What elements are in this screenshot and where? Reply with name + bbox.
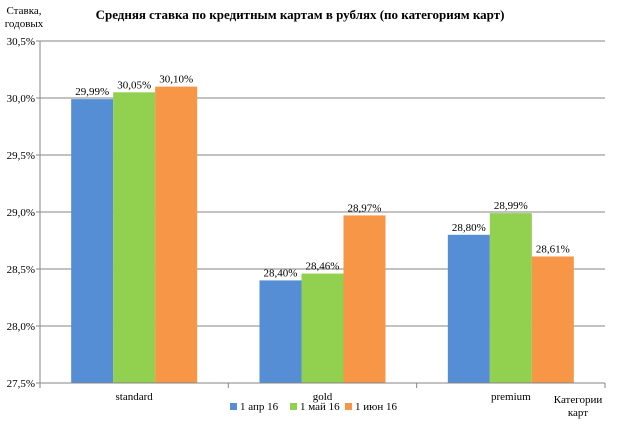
bar — [531, 256, 574, 383]
data-label: 30,05% — [117, 79, 151, 91]
data-label: 28,61% — [536, 243, 570, 255]
data-label: 28,97% — [348, 202, 382, 214]
data-labels: 29,99% 30,05% 30,10% 28,40% 28,46% 28,97% 28,8… — [75, 74, 570, 280]
y-tick-label: 28,5% — [7, 264, 35, 276]
bar — [113, 92, 156, 384]
y-tick-label: 29,0% — [7, 207, 35, 219]
bar — [447, 234, 490, 383]
bar — [489, 213, 532, 383]
y-tick-label: 29,5% — [7, 150, 35, 162]
y-tick-label: 28,0% — [7, 321, 35, 333]
x-tick-label: standard — [116, 391, 154, 403]
x-tick-label: gold — [313, 391, 333, 403]
data-label: 30,10% — [159, 74, 193, 86]
legend: 1 апр 16 1 май 16 1 июн 16 — [230, 401, 397, 413]
x-tick-label: premium — [491, 391, 531, 403]
y-tick-label: 30,0% — [7, 93, 35, 105]
y-axis-label-line1: Ставка, — [6, 5, 41, 17]
x-axis-ticks: standard gold premium — [39, 383, 606, 403]
data-label: 28,80% — [452, 222, 486, 234]
legend-swatch — [230, 403, 237, 410]
bar — [301, 273, 344, 383]
legend-swatch — [290, 403, 297, 410]
legend-label: 1 апр 16 — [240, 401, 279, 413]
legend-swatch — [345, 403, 352, 410]
bar — [343, 215, 386, 383]
data-label: 28,40% — [264, 267, 298, 279]
y-axis-label-line2: годовых — [5, 18, 44, 30]
data-label: 28,99% — [494, 200, 528, 212]
bar — [259, 280, 302, 383]
x-axis-label-line2: карт — [568, 407, 588, 419]
legend-label: 1 июн 16 — [355, 401, 397, 413]
legend-label: 1 май 16 — [300, 401, 340, 413]
chart-title: Средняя ставка по кредитным картам в руб… — [96, 7, 505, 22]
bars — [71, 86, 574, 384]
y-axis-ticks: 27,5% 28,0% 28,5% 29,0% 29,5% 30,0% 30,5% — [7, 36, 40, 390]
y-tick-label: 27,5% — [7, 378, 35, 390]
bar — [71, 99, 114, 383]
y-tick-label: 30,5% — [7, 36, 35, 48]
data-label: 28,46% — [306, 261, 340, 273]
x-axis-label-line1: Категории — [554, 394, 603, 406]
bar — [155, 86, 198, 383]
axes — [39, 41, 605, 384]
data-label: 29,99% — [75, 86, 109, 98]
